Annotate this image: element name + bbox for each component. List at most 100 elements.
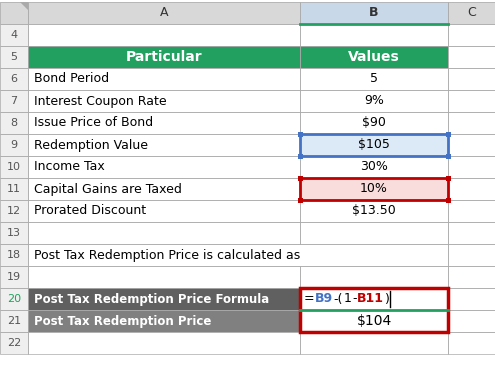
Bar — [28, 266, 300, 288]
Bar — [448, 310, 495, 332]
Bar — [297, 131, 302, 137]
Bar — [448, 244, 495, 266]
Bar — [0, 310, 28, 332]
Bar — [0, 68, 28, 90]
Bar — [446, 154, 450, 158]
Bar — [28, 244, 448, 266]
Bar — [0, 24, 28, 46]
Bar — [0, 134, 28, 156]
Bar — [0, 332, 28, 354]
Text: -: - — [352, 293, 356, 306]
Bar — [448, 46, 495, 68]
Bar — [0, 222, 28, 244]
Text: B9: B9 — [315, 293, 333, 306]
Text: Post Tax Redemption Price: Post Tax Redemption Price — [34, 314, 211, 327]
Bar — [0, 90, 28, 112]
Text: Post Tax Redemption Price Formula: Post Tax Redemption Price Formula — [34, 293, 269, 306]
Text: 1: 1 — [344, 293, 351, 306]
Polygon shape — [20, 2, 28, 10]
Bar — [300, 178, 448, 200]
Text: 12: 12 — [7, 206, 21, 216]
Bar — [300, 134, 448, 156]
Bar — [28, 24, 300, 46]
Bar — [300, 266, 448, 288]
Bar — [28, 288, 300, 310]
Bar — [0, 178, 28, 200]
Bar — [300, 178, 448, 200]
Text: Particular: Particular — [126, 50, 202, 64]
Bar — [448, 288, 495, 310]
Bar — [28, 332, 300, 354]
Text: 20: 20 — [7, 294, 21, 304]
Bar — [446, 198, 450, 202]
Bar — [448, 288, 495, 310]
Bar — [0, 200, 28, 222]
Bar — [300, 2, 448, 24]
Bar — [0, 46, 28, 68]
Text: Interest Coupon Rate: Interest Coupon Rate — [34, 94, 167, 108]
Bar — [448, 68, 495, 90]
Bar — [448, 24, 495, 46]
Text: 5: 5 — [10, 52, 17, 62]
Bar — [300, 90, 448, 112]
Bar — [448, 90, 495, 112]
Bar — [297, 175, 302, 181]
Bar — [448, 222, 495, 244]
Bar — [446, 131, 450, 137]
Bar — [448, 332, 495, 354]
Text: 9%: 9% — [364, 94, 384, 108]
Bar — [0, 24, 28, 46]
Bar — [0, 332, 28, 354]
Text: 18: 18 — [7, 250, 21, 260]
Text: $90: $90 — [362, 117, 386, 130]
Bar — [28, 46, 300, 68]
Bar — [28, 222, 300, 244]
Bar — [448, 200, 495, 222]
Text: B11: B11 — [357, 293, 384, 306]
Bar — [300, 332, 448, 354]
Bar — [0, 2, 28, 24]
Text: Redemption Value: Redemption Value — [34, 138, 148, 151]
Bar — [28, 134, 300, 156]
Text: Bond Period: Bond Period — [34, 73, 109, 85]
Bar — [28, 244, 448, 266]
Bar — [448, 24, 495, 46]
Text: A: A — [160, 7, 168, 20]
Text: Issue Price of Bond: Issue Price of Bond — [34, 117, 153, 130]
Bar — [0, 244, 28, 266]
Bar — [300, 2, 448, 24]
Bar — [0, 134, 28, 156]
Bar — [0, 222, 28, 244]
Text: $105: $105 — [358, 138, 390, 151]
Bar — [300, 46, 448, 68]
Bar — [0, 310, 28, 332]
Bar — [28, 112, 300, 134]
Bar — [28, 24, 300, 46]
Bar — [448, 134, 495, 156]
Bar — [448, 46, 495, 68]
Bar — [0, 2, 28, 24]
Text: C: C — [467, 7, 476, 20]
Text: Income Tax: Income Tax — [34, 161, 105, 174]
Text: 19: 19 — [7, 272, 21, 282]
Bar — [0, 112, 28, 134]
Text: $104: $104 — [356, 314, 392, 328]
Bar — [0, 200, 28, 222]
Bar — [28, 46, 300, 68]
Bar — [448, 178, 495, 200]
Bar — [297, 154, 302, 158]
Text: B: B — [369, 7, 379, 20]
Text: 22: 22 — [7, 338, 21, 348]
Bar — [28, 332, 300, 354]
Bar — [448, 266, 495, 288]
Bar — [0, 288, 28, 310]
Bar — [448, 112, 495, 134]
Bar — [0, 178, 28, 200]
Bar — [28, 112, 300, 134]
Bar — [28, 134, 300, 156]
Bar — [446, 175, 450, 181]
Text: 9: 9 — [10, 140, 17, 150]
Bar — [300, 134, 448, 156]
Bar — [448, 2, 495, 24]
Bar — [448, 68, 495, 90]
